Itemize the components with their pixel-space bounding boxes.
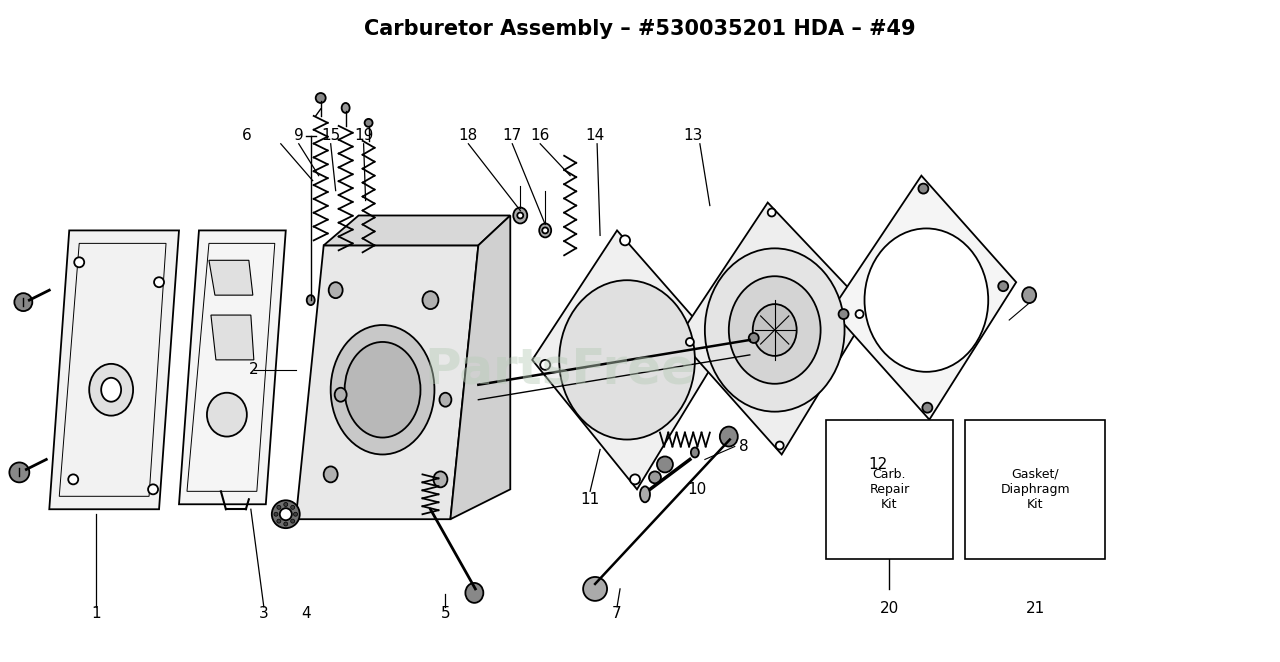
Ellipse shape (918, 183, 928, 193)
Ellipse shape (316, 93, 325, 103)
Ellipse shape (271, 500, 300, 528)
Ellipse shape (864, 228, 988, 372)
Ellipse shape (284, 502, 288, 506)
Ellipse shape (291, 519, 294, 523)
Ellipse shape (276, 505, 280, 509)
Ellipse shape (513, 207, 527, 224)
Ellipse shape (324, 467, 338, 483)
Ellipse shape (705, 248, 845, 412)
Ellipse shape (630, 475, 640, 485)
Ellipse shape (307, 295, 315, 305)
Polygon shape (50, 230, 179, 509)
Ellipse shape (923, 402, 932, 412)
Ellipse shape (148, 485, 157, 495)
Ellipse shape (293, 512, 297, 516)
Polygon shape (532, 230, 722, 489)
Text: 15: 15 (321, 128, 340, 143)
Text: 17: 17 (503, 128, 522, 143)
Ellipse shape (74, 258, 84, 267)
Ellipse shape (517, 213, 524, 218)
Text: Gasket/
Diaphragm
Kit: Gasket/ Diaphragm Kit (1001, 468, 1070, 511)
Ellipse shape (749, 333, 759, 343)
Ellipse shape (207, 393, 247, 436)
Ellipse shape (640, 487, 650, 502)
Ellipse shape (540, 360, 550, 370)
Text: 4: 4 (301, 606, 311, 622)
Polygon shape (678, 203, 869, 455)
Ellipse shape (855, 310, 864, 318)
Ellipse shape (101, 378, 122, 402)
Ellipse shape (90, 364, 133, 416)
Ellipse shape (768, 209, 776, 216)
Text: 8: 8 (739, 439, 749, 454)
Ellipse shape (274, 512, 278, 516)
Polygon shape (211, 315, 253, 360)
Ellipse shape (365, 119, 372, 127)
Ellipse shape (686, 338, 694, 346)
Text: 9: 9 (294, 128, 303, 143)
Ellipse shape (719, 426, 737, 446)
Ellipse shape (776, 442, 783, 449)
Ellipse shape (344, 342, 420, 438)
Ellipse shape (280, 508, 292, 520)
Ellipse shape (68, 475, 78, 485)
Ellipse shape (434, 471, 448, 487)
Ellipse shape (329, 282, 343, 298)
Text: 1: 1 (91, 606, 101, 622)
Text: 2: 2 (250, 362, 259, 377)
Text: 6: 6 (242, 128, 252, 143)
Ellipse shape (9, 463, 29, 483)
Polygon shape (324, 216, 511, 246)
Ellipse shape (466, 583, 484, 603)
Ellipse shape (1023, 287, 1036, 303)
Text: 5: 5 (440, 606, 451, 622)
Polygon shape (179, 230, 285, 504)
Ellipse shape (14, 293, 32, 311)
Polygon shape (296, 246, 479, 519)
Ellipse shape (276, 519, 280, 523)
Text: PartsFree: PartsFree (425, 346, 695, 394)
Text: 11: 11 (581, 492, 600, 507)
Ellipse shape (649, 471, 660, 483)
Ellipse shape (422, 291, 439, 309)
Text: 12: 12 (868, 457, 887, 472)
Ellipse shape (691, 448, 699, 457)
Text: 18: 18 (458, 128, 477, 143)
Text: 16: 16 (530, 128, 550, 143)
Polygon shape (209, 260, 253, 295)
Text: 7: 7 (612, 606, 622, 622)
Ellipse shape (559, 280, 695, 440)
Ellipse shape (728, 276, 820, 384)
Ellipse shape (154, 277, 164, 287)
Ellipse shape (330, 325, 434, 455)
Ellipse shape (753, 304, 796, 356)
Text: 14: 14 (585, 128, 604, 143)
Text: 10: 10 (687, 482, 707, 497)
Ellipse shape (620, 236, 630, 246)
Text: 13: 13 (684, 128, 703, 143)
Text: 21: 21 (1025, 601, 1044, 616)
Text: 19: 19 (353, 128, 374, 143)
Ellipse shape (543, 228, 548, 234)
Bar (826, 420, 954, 559)
Ellipse shape (584, 577, 607, 601)
Ellipse shape (657, 457, 673, 473)
Ellipse shape (342, 103, 349, 113)
Bar (965, 420, 1105, 559)
Ellipse shape (284, 522, 288, 526)
Polygon shape (451, 216, 511, 519)
Text: Carburetor Assembly – #530035201 HDA – #49: Carburetor Assembly – #530035201 HDA – #… (365, 19, 915, 39)
Ellipse shape (334, 388, 347, 402)
Ellipse shape (291, 505, 294, 509)
Text: 3: 3 (259, 606, 269, 622)
Ellipse shape (539, 224, 552, 238)
Ellipse shape (998, 281, 1009, 291)
Text: 20: 20 (879, 601, 899, 616)
Ellipse shape (439, 393, 452, 406)
Ellipse shape (838, 309, 849, 319)
Text: Carb.
Repair
Kit: Carb. Repair Kit (869, 468, 910, 511)
Ellipse shape (707, 343, 717, 353)
Polygon shape (832, 175, 1016, 420)
